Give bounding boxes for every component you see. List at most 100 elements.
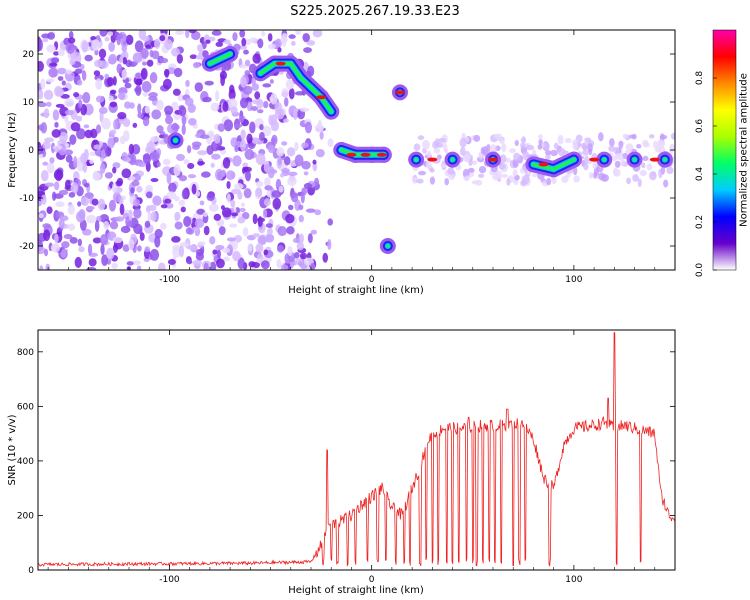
heatmap-noise-blob (199, 134, 210, 139)
heatmap-noise-blob (299, 107, 310, 112)
heatmap-noise-blob (142, 35, 150, 42)
heatmap-noise-blob (205, 39, 211, 44)
heatmap-noise-blob (113, 119, 118, 130)
heatmap-noise-blob (60, 249, 67, 258)
heatmap-noise-blob (239, 207, 246, 213)
heatmap-noise-blob (46, 44, 56, 53)
x-tick-label: 0 (369, 575, 375, 585)
heatmap-haze (657, 139, 665, 146)
heatmap-noise-blob (234, 145, 239, 153)
heatmap-noise-blob (160, 222, 167, 230)
heatmap-noise-blob (197, 241, 206, 246)
heatmap-noise-blob (261, 30, 266, 37)
heatmap-noise-blob (257, 216, 263, 228)
heatmap-noise-blob (130, 187, 135, 194)
heatmap-haze (561, 175, 569, 184)
heatmap-haze (418, 170, 426, 176)
heatmap-noise-blob (63, 234, 73, 240)
heatmap-noise-blob (142, 116, 150, 127)
heatmap-noise-blob (226, 193, 231, 204)
heatmap-noise-blob (181, 115, 187, 126)
heatmap-haze (422, 139, 430, 150)
colorbar-tick-label: 0.2 (695, 215, 705, 229)
heatmap-noise-blob (240, 129, 246, 140)
snr-ticks: -100 0 100 0 200 400 600 800 (17, 330, 676, 585)
heatmap-noise-blob (314, 209, 322, 216)
heatmap-noise-blob (54, 233, 59, 244)
heatmap-noise-blob (140, 48, 149, 59)
heatmap-noise-blob (298, 233, 305, 244)
heatmap-noise-blob (132, 122, 138, 128)
heatmap-noise-blob (65, 41, 76, 54)
heatmap-noise-blob (248, 261, 256, 268)
heatmap-noise-blob (136, 245, 142, 252)
heatmap-noise-blob (303, 171, 309, 176)
heatmap-noise-blob (47, 32, 56, 40)
heatmap-noise-blob (257, 38, 264, 49)
colorbar-gradient (712, 29, 737, 271)
heatmap-noise-blob (61, 241, 70, 249)
ridge-core (551, 157, 576, 171)
heatmap-haze (464, 175, 470, 182)
heatmap-haze (459, 137, 467, 148)
heatmap-haze (666, 166, 674, 175)
heatmap-noise-blob (154, 38, 161, 49)
heatmap-noise-blob (164, 198, 172, 204)
heatmap-haze (522, 151, 530, 161)
ridge-core (299, 76, 313, 90)
ridge-core (386, 244, 390, 248)
heatmap-noise-blob (277, 47, 282, 53)
heatmap-noise-blob (220, 73, 226, 86)
heatmap-noise-blob (54, 121, 59, 128)
heatmap-noise-blob (65, 154, 73, 163)
heatmap-haze (513, 152, 521, 162)
heatmap-noise-blob (183, 159, 190, 165)
heatmap-noise-blob (239, 97, 248, 109)
heatmap-noise-blob (124, 82, 132, 89)
heatmap-noise-blob (137, 162, 147, 168)
heatmap-noise-blob (194, 218, 205, 229)
heatmap-noise-blob (135, 84, 142, 97)
colorbar-tick-label: 0.4 (695, 167, 705, 182)
ridge-hotspot (649, 157, 660, 162)
heatmap-noise-blob (133, 208, 142, 219)
heatmap-noise-blob (121, 168, 132, 179)
heatmap-noise-blob (119, 56, 124, 64)
heatmap-noise-blob (94, 74, 104, 81)
heatmap-noise-blob (128, 239, 135, 251)
heatmap-noise-blob (272, 197, 282, 210)
heatmap-noise-blob (247, 243, 253, 252)
colorbar-tick-label: 0.8 (695, 71, 705, 86)
heatmap-noise-blob (39, 265, 44, 270)
heatmap-noise-blob (211, 153, 221, 160)
heatmap-noise-blob (178, 245, 185, 258)
heatmap-noise-blob (216, 219, 224, 227)
heatmap-noise-blob (307, 233, 313, 244)
heatmap-noise-blob (78, 99, 83, 109)
heatmap-noise-blob (223, 39, 231, 45)
heatmap-noise-blob (57, 67, 67, 75)
heatmap-haze (520, 142, 525, 149)
heatmap-haze (538, 134, 543, 140)
heatmap-noise-blob (267, 33, 273, 42)
heatmap-noise-blob (42, 37, 49, 43)
heatmap-noise-blob (107, 137, 115, 149)
heatmap-haze (521, 136, 527, 144)
heatmap-noise-blob (195, 55, 202, 60)
x-tick-label: 100 (565, 575, 582, 585)
heatmap-noise-blob (136, 185, 143, 193)
heatmap-noise-blob (126, 261, 134, 266)
heatmap-noise-blob (55, 103, 65, 108)
heatmap-haze (592, 161, 598, 170)
heatmap-noise-blob (116, 33, 121, 46)
heatmap-noise-blob (38, 89, 44, 100)
heatmap-noise-blob (76, 79, 83, 86)
heatmap-noise-blob (93, 70, 101, 77)
heatmap-noise-blob (53, 51, 60, 56)
heatmap-noise-blob (185, 79, 190, 88)
heatmap-noise-blob (108, 199, 117, 212)
heatmap-noise-blob (187, 245, 197, 251)
heatmap-noise-blob (108, 53, 118, 65)
